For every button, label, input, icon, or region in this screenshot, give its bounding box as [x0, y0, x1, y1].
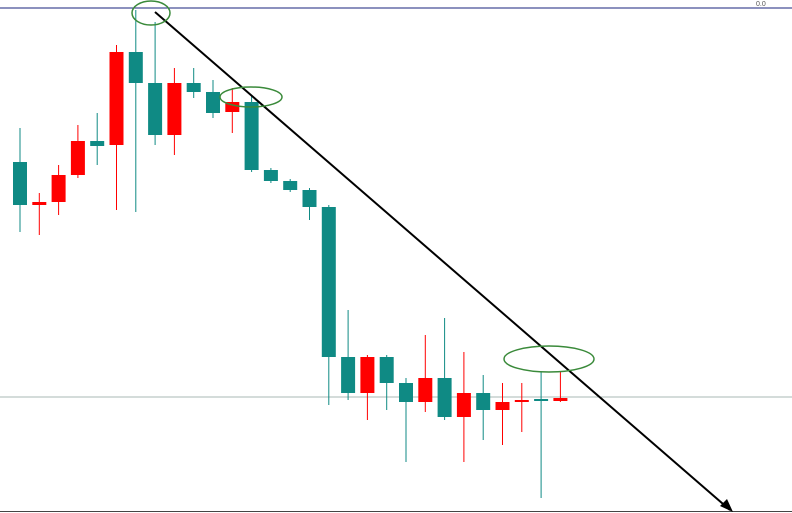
candle-body [244, 102, 259, 170]
trend-line [154, 11, 731, 511]
candle-body [302, 190, 317, 207]
candle-body [534, 399, 549, 401]
highlight-ellipse [131, 0, 171, 26]
candle-body [167, 83, 182, 135]
candle-body [456, 393, 471, 417]
candle-body [70, 141, 85, 175]
candle-body [225, 102, 240, 112]
candle-body [437, 378, 452, 417]
candle-body [495, 402, 510, 410]
candle-body [418, 378, 433, 402]
candle-body [360, 357, 375, 393]
trend-arrow [720, 499, 733, 512]
candle-body [51, 175, 66, 202]
candle-body [379, 357, 394, 383]
candle-body [263, 170, 278, 181]
candle-body [514, 400, 529, 402]
candle-body [186, 83, 201, 92]
candle-body [90, 141, 105, 146]
candle-body [128, 52, 143, 83]
candle-body [283, 181, 298, 190]
corner-label: 0.0 [756, 1, 766, 8]
candle-body [399, 383, 413, 402]
candle-body [32, 202, 47, 205]
candle-body [109, 52, 124, 145]
highlight-ellipse [219, 86, 283, 108]
candle-body [476, 393, 491, 410]
candle-body [553, 398, 568, 401]
candles [0, 10, 792, 498]
candle-body [206, 92, 220, 113]
candle-body [341, 357, 356, 393]
candle-body [13, 162, 27, 205]
candle-body [148, 83, 163, 135]
highlight-ellipse [503, 345, 595, 373]
candle-body [321, 207, 336, 357]
